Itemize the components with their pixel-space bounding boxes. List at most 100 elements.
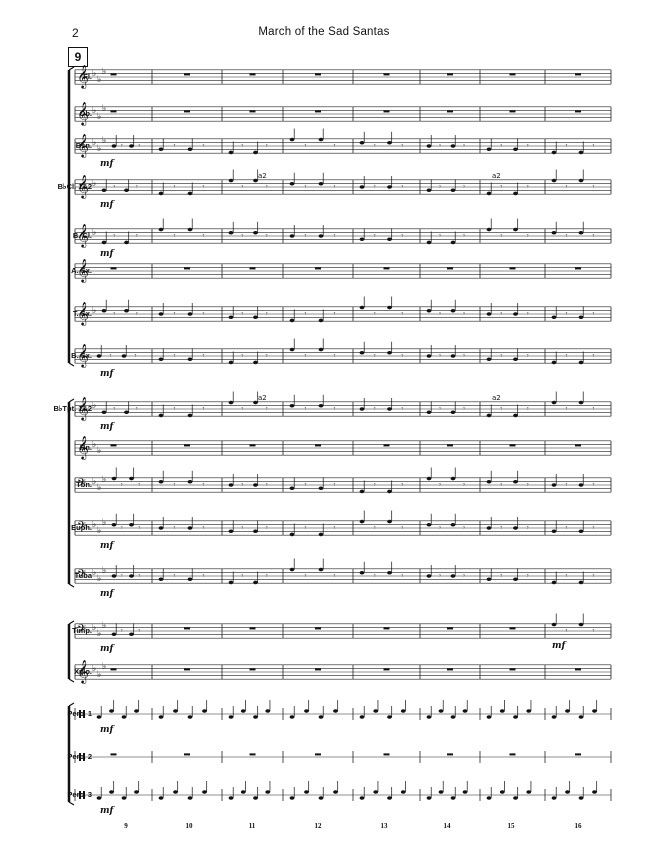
eighth-rest-icon: 𝄾 — [305, 572, 307, 580]
eighth-rest-icon: 𝄾 — [113, 405, 115, 413]
eighth-rest-icon: 𝄾 — [135, 352, 137, 360]
note-icon — [578, 178, 584, 183]
eighth-rest-icon: 𝄾 — [527, 524, 529, 532]
dynamic-mf: mf — [100, 725, 116, 735]
note-icon — [173, 709, 178, 713]
rest-icon — [447, 627, 453, 630]
measure-number: 16 — [574, 822, 582, 830]
eighth-rest-icon: 𝄾 — [593, 481, 595, 489]
eighth-rest-icon: 𝄾 — [374, 572, 376, 580]
note-icon — [426, 410, 432, 415]
note-icon — [124, 188, 129, 193]
eighth-rest-icon: 𝄾 — [203, 405, 205, 413]
note-icon — [450, 574, 456, 578]
eighth-rest-icon: 𝄾 — [500, 232, 502, 240]
dynamic-mf: mf — [100, 806, 116, 816]
note-icon — [240, 709, 246, 713]
eighth-rest-icon: 𝄾 — [527, 142, 529, 150]
rest-icon — [383, 753, 390, 756]
rest-icon — [575, 753, 581, 756]
instrument-label: B♭Tpt. 1&2 — [53, 404, 92, 413]
instrument-label: Bsn. — [75, 141, 92, 150]
rest-icon — [184, 668, 190, 671]
eighth-rest-icon: 𝄾 — [463, 481, 465, 489]
note-icon — [187, 577, 193, 582]
note-icon — [426, 188, 432, 193]
flat-icon: ♭ — [92, 664, 96, 674]
note-icon — [551, 360, 557, 365]
eighth-rest-icon: 𝄾 — [463, 524, 465, 532]
note-icon — [187, 715, 193, 719]
rest-icon — [315, 753, 321, 756]
a2-marking: a2 — [492, 394, 501, 402]
eighth-rest-icon: 𝄾 — [593, 310, 595, 318]
eighth-rest-icon: 𝄾 — [203, 572, 205, 580]
note-icon — [111, 476, 117, 481]
note-icon — [551, 529, 557, 534]
note-icon — [228, 178, 234, 183]
note-icon — [578, 796, 584, 800]
eighth-rest-icon: 𝄾 — [527, 183, 529, 191]
rehearsal-mark: 9 — [68, 47, 88, 67]
note-icon — [387, 237, 392, 242]
eighth-rest-icon: 𝄾 — [374, 524, 376, 532]
instrument-label: B♭Cl. 1&2 — [57, 182, 92, 191]
note-icon — [124, 410, 129, 415]
flat-icon: ♭ — [92, 179, 96, 189]
note-icon — [318, 532, 324, 537]
note-icon — [134, 790, 139, 794]
note-icon — [359, 407, 365, 411]
rest-icon — [249, 110, 256, 113]
eighth-rest-icon: 𝄾 — [203, 524, 205, 532]
treble-clef-icon: 𝄞 — [77, 223, 89, 248]
eighth-rest-icon: 𝄾 — [334, 310, 336, 318]
staff-6: 𝄞 ♭ 𝄾 𝄾 𝄾 𝄾 𝄾 𝄾 𝄾 𝄾 𝄾 𝄾 𝄾 𝄾 𝄾 𝄾 𝄾 𝄾 — [74, 296, 612, 326]
eighth-rest-icon: 𝄾 — [113, 183, 115, 191]
flat-icon: ♭ — [92, 401, 96, 411]
note-icon — [513, 479, 518, 484]
eighth-rest-icon: 𝄾 — [374, 310, 376, 318]
note-icon — [359, 570, 365, 575]
flat-icon: ♭ — [92, 440, 96, 450]
eighth-rest-icon: 𝄾 — [174, 481, 176, 489]
note-icon — [109, 709, 114, 713]
note-icon — [253, 230, 258, 235]
rest-icon — [110, 668, 117, 671]
page-title: March of the Sad Santas — [258, 26, 390, 38]
eighth-rest-icon: 𝄾 — [401, 524, 403, 532]
instrument-label: T. Sx. — [72, 309, 92, 318]
eighth-rest-icon: 𝄾 — [305, 352, 307, 360]
note-icon — [551, 622, 557, 627]
note-icon — [486, 191, 492, 196]
eighth-rest-icon: 𝄾 — [305, 142, 307, 150]
eighth-rest-icon: 𝄾 — [566, 142, 568, 150]
note-icon — [578, 400, 584, 405]
note-icon — [318, 796, 324, 800]
note-icon — [228, 580, 234, 585]
eighth-rest-icon: 𝄾 — [401, 405, 403, 413]
note-icon — [450, 354, 456, 358]
instrument-label: Timp. — [72, 626, 92, 635]
eighth-rest-icon: 𝄾 — [203, 183, 205, 191]
note-icon — [228, 150, 234, 155]
note-icon — [129, 632, 134, 637]
note-icon — [124, 308, 129, 313]
flat-icon: ♭ — [102, 518, 106, 528]
note-icon — [228, 715, 234, 719]
note-icon — [359, 185, 365, 189]
rest-icon — [315, 267, 321, 270]
note-icon — [158, 413, 164, 418]
note-icon — [578, 622, 584, 627]
percussion-clef-icon — [79, 710, 81, 718]
note-icon — [289, 347, 295, 352]
rest-icon — [383, 73, 390, 76]
rest-icon — [184, 267, 190, 270]
eighth-rest-icon: 𝄾 — [174, 310, 176, 318]
note-icon — [359, 715, 365, 719]
note-icon — [318, 347, 324, 352]
note-icon — [173, 790, 178, 794]
eighth-rest-icon: 𝄾 — [136, 183, 138, 191]
eighth-rest-icon: 𝄾 — [527, 481, 529, 489]
note-icon — [426, 240, 432, 245]
note-icon — [450, 308, 456, 313]
